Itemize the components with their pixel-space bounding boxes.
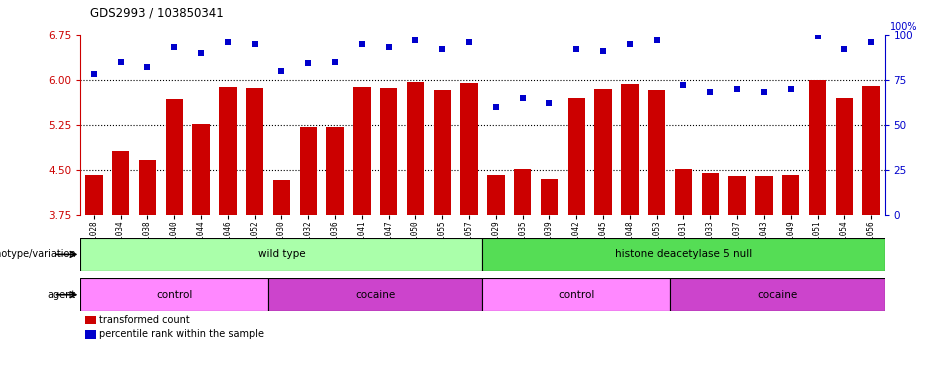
Point bbox=[729, 86, 745, 92]
Bar bbox=[568, 98, 585, 215]
Point bbox=[542, 100, 557, 106]
Point bbox=[596, 48, 611, 54]
Point bbox=[220, 39, 236, 45]
Text: histone deacetylase 5 null: histone deacetylase 5 null bbox=[615, 249, 752, 260]
Bar bbox=[622, 84, 639, 215]
Bar bbox=[702, 173, 719, 215]
Point bbox=[462, 39, 477, 45]
Text: 100%: 100% bbox=[890, 22, 918, 32]
Point bbox=[381, 44, 396, 50]
Point bbox=[864, 39, 879, 45]
Bar bbox=[139, 160, 156, 215]
Bar bbox=[407, 82, 424, 215]
Bar bbox=[487, 175, 504, 215]
Bar bbox=[482, 238, 885, 271]
Point bbox=[247, 41, 262, 47]
Point bbox=[140, 64, 155, 70]
Text: cocaine: cocaine bbox=[757, 290, 797, 300]
Text: control: control bbox=[558, 290, 594, 300]
Text: agent: agent bbox=[47, 290, 76, 300]
Bar bbox=[85, 175, 102, 215]
Point bbox=[515, 95, 530, 101]
Bar bbox=[514, 169, 532, 215]
Point bbox=[113, 59, 128, 65]
Point bbox=[675, 82, 691, 88]
Bar bbox=[648, 90, 665, 215]
Point bbox=[757, 89, 772, 95]
Point bbox=[649, 37, 664, 43]
Text: cocaine: cocaine bbox=[355, 290, 395, 300]
Text: genotype/variation: genotype/variation bbox=[0, 249, 76, 260]
Point bbox=[408, 37, 423, 43]
Bar bbox=[300, 127, 317, 215]
Bar bbox=[80, 238, 482, 271]
Bar bbox=[728, 176, 745, 215]
Bar bbox=[755, 176, 773, 215]
Bar bbox=[482, 278, 670, 311]
Text: control: control bbox=[156, 290, 192, 300]
Point bbox=[836, 46, 851, 52]
Point bbox=[488, 104, 503, 110]
Bar bbox=[219, 87, 236, 215]
Bar bbox=[166, 99, 183, 215]
Point bbox=[810, 33, 825, 40]
Point bbox=[193, 50, 208, 56]
Point bbox=[86, 71, 101, 77]
Bar bbox=[268, 278, 482, 311]
Point bbox=[327, 59, 342, 65]
Text: transformed count: transformed count bbox=[99, 315, 190, 325]
Point bbox=[354, 41, 369, 47]
Point bbox=[301, 60, 316, 66]
Bar bbox=[863, 86, 880, 215]
Bar bbox=[272, 180, 290, 215]
Text: GDS2993 / 103850341: GDS2993 / 103850341 bbox=[90, 6, 223, 19]
Bar bbox=[353, 87, 371, 215]
Point bbox=[703, 89, 718, 95]
Point bbox=[569, 46, 584, 52]
Text: percentile rank within the sample: percentile rank within the sample bbox=[99, 329, 264, 339]
Point bbox=[273, 68, 289, 74]
Bar bbox=[192, 124, 210, 215]
Bar bbox=[380, 88, 397, 215]
Point bbox=[166, 44, 182, 50]
Bar bbox=[80, 278, 268, 311]
Bar bbox=[541, 179, 558, 215]
Point bbox=[783, 86, 798, 92]
Bar bbox=[461, 83, 478, 215]
Point bbox=[434, 46, 450, 52]
Bar bbox=[809, 80, 826, 215]
Bar bbox=[112, 151, 130, 215]
Bar bbox=[835, 98, 853, 215]
Bar bbox=[594, 89, 612, 215]
Bar bbox=[670, 278, 885, 311]
Point bbox=[622, 41, 638, 47]
Bar bbox=[782, 175, 799, 215]
Bar bbox=[433, 90, 451, 215]
Bar bbox=[246, 88, 263, 215]
Bar bbox=[326, 127, 343, 215]
Bar bbox=[674, 169, 692, 215]
Text: wild type: wild type bbox=[257, 249, 306, 260]
